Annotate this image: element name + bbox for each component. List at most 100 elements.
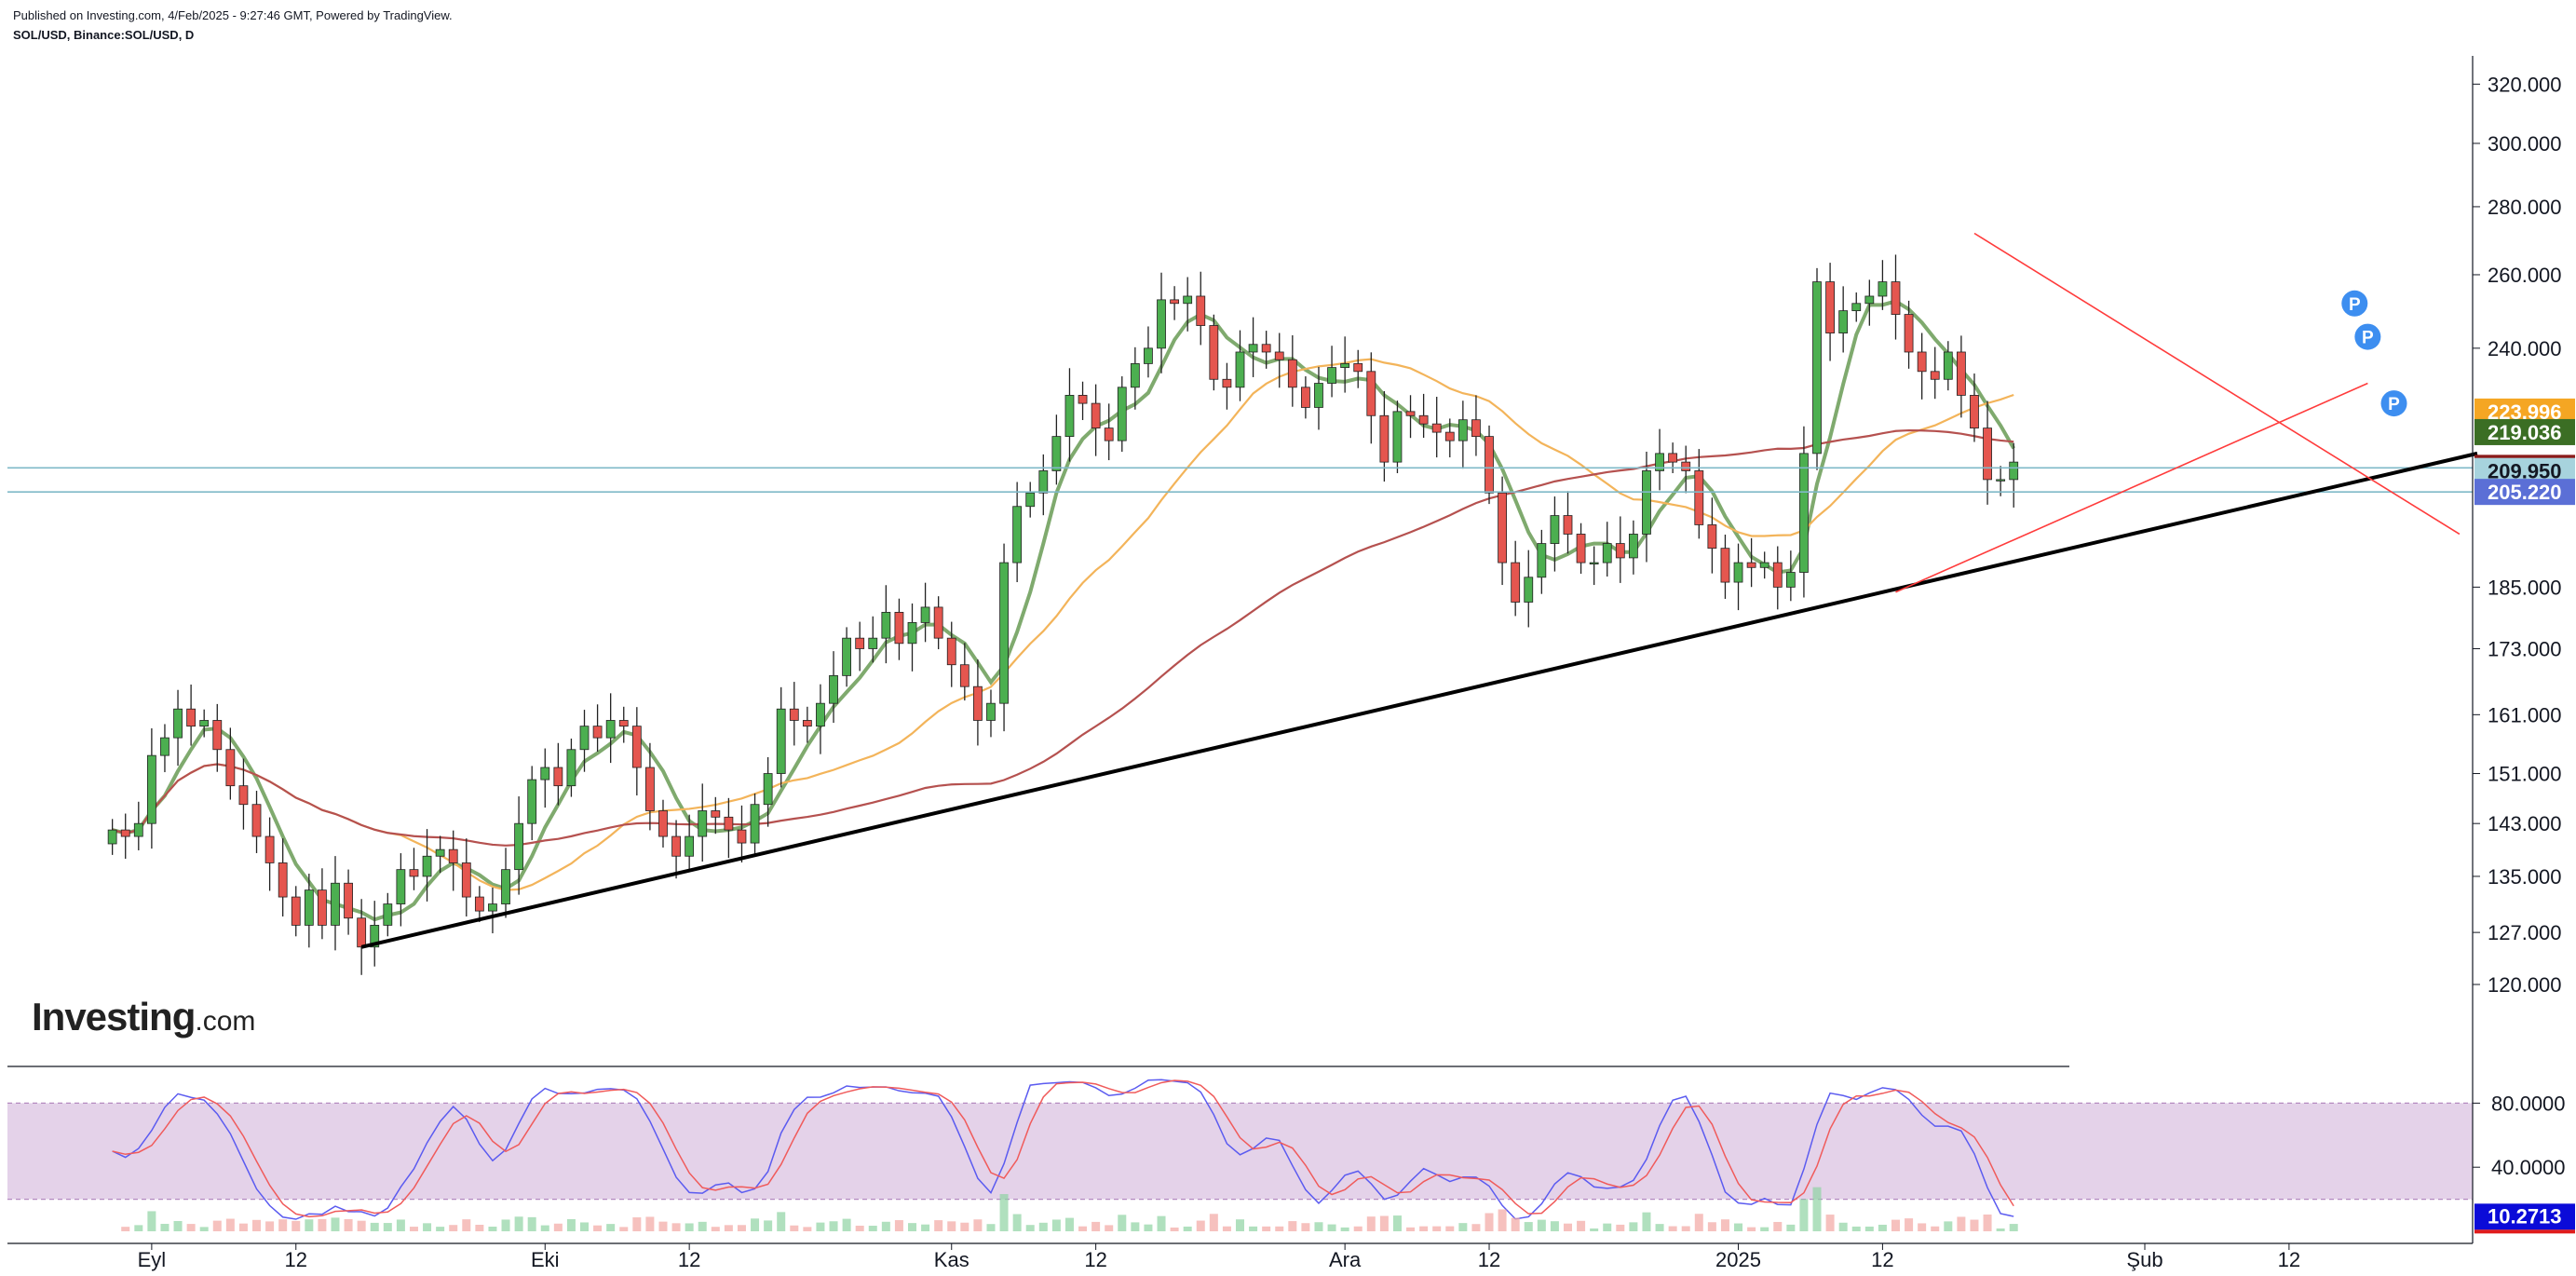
candle-body: [1694, 470, 1704, 525]
candle: [986, 689, 996, 738]
candle-body: [1444, 431, 1455, 441]
candle-body: [357, 917, 367, 948]
candle-body: [514, 822, 524, 871]
candle: [1825, 263, 1835, 361]
candle-body: [881, 611, 891, 639]
volume-bar: [370, 1222, 379, 1231]
volume-bar: [1091, 1221, 1101, 1231]
volume-bar: [1681, 1226, 1690, 1231]
candle-body: [685, 835, 695, 857]
candle: [1524, 550, 1534, 628]
time-tick-label: Şub: [2126, 1248, 2162, 1271]
candle-body: [1812, 281, 1822, 455]
candle: [946, 621, 956, 687]
candle-body: [946, 637, 956, 666]
volume-bar: [1864, 1226, 1874, 1231]
volume-bar: [134, 1225, 143, 1231]
candle: [1681, 445, 1691, 494]
candle-body: [1720, 548, 1730, 583]
volume-bar: [1458, 1223, 1468, 1231]
volume-bar: [1773, 1221, 1783, 1231]
candle-body: [1563, 515, 1573, 535]
volume-bar: [1734, 1223, 1743, 1231]
volume-bar: [1707, 1222, 1716, 1231]
volume-bar: [173, 1220, 183, 1231]
volume-bar: [1851, 1226, 1861, 1231]
price-tick-label: 240.000: [2488, 337, 2562, 360]
p-marker-circle: [2341, 290, 2368, 317]
volume-bar: [1970, 1219, 1979, 1231]
candle-body: [802, 720, 812, 727]
price-tick-label: 120.000: [2488, 973, 2562, 997]
candle: [238, 758, 249, 830]
candle-body: [671, 835, 681, 857]
candle: [1287, 334, 1297, 407]
candle: [750, 793, 760, 854]
candle: [1655, 428, 1664, 491]
candle: [816, 684, 825, 754]
volume-bar: [711, 1227, 720, 1231]
time-tick-label: Eyl: [138, 1248, 167, 1271]
candle-body: [238, 785, 249, 806]
volume-bar: [1511, 1217, 1520, 1231]
candle: [1694, 449, 1704, 539]
candle: [527, 766, 537, 841]
candle: [1235, 330, 1245, 401]
volume-bar: [842, 1218, 851, 1231]
candle: [1589, 546, 1599, 586]
price-tick-label: 151.000: [2488, 763, 2562, 786]
candle: [304, 874, 314, 948]
candle: [278, 838, 288, 916]
volume-bar: [934, 1220, 943, 1231]
candle: [1917, 333, 1927, 400]
volume-bar: [1419, 1226, 1429, 1231]
candle: [802, 706, 812, 743]
candle: [658, 799, 668, 848]
p-marker: P: [2380, 390, 2407, 417]
candle: [671, 820, 681, 879]
candle: [1576, 523, 1586, 575]
candle-body: [1550, 515, 1560, 544]
candle-body: [1537, 543, 1547, 578]
volume-bar: [1366, 1216, 1376, 1231]
candle: [251, 791, 262, 853]
candle: [855, 621, 865, 672]
price-tick-label: 185.000: [2488, 576, 2562, 599]
candle: [1144, 326, 1153, 378]
volume-bar: [160, 1224, 169, 1231]
candle-body: [1956, 351, 1966, 396]
candle-body: [592, 726, 603, 739]
candle: [1274, 333, 1284, 388]
candle: [1785, 550, 1796, 602]
volume-bar: [1931, 1226, 1940, 1231]
volume-bar: [1327, 1224, 1336, 1231]
volume-bar: [685, 1223, 694, 1231]
candle-body: [435, 848, 445, 857]
volume-bar: [764, 1220, 773, 1231]
candle-body: [763, 773, 773, 806]
candle-body: [816, 702, 825, 727]
candle-body: [894, 611, 904, 645]
candle-body: [186, 708, 197, 727]
volume-bar: [1524, 1222, 1533, 1231]
candle-body: [579, 726, 590, 751]
candle-body: [1511, 562, 1521, 603]
candle-body: [1379, 414, 1390, 463]
candle: [514, 796, 524, 895]
candle: [1117, 376, 1127, 453]
volume-bar: [1275, 1226, 1284, 1231]
time-tick-label: 2025: [1715, 1248, 1761, 1271]
candle: [1078, 381, 1088, 420]
candle: [1012, 482, 1023, 583]
candle-body: [1261, 344, 1271, 353]
volume-bar: [1209, 1214, 1218, 1231]
candle: [1025, 482, 1036, 518]
candle-body: [107, 829, 117, 845]
candle-body: [1772, 562, 1783, 588]
volume-bar: [305, 1219, 314, 1231]
candle-body: [1300, 387, 1310, 408]
volume-bar: [357, 1220, 366, 1231]
volume-bar: [1577, 1220, 1586, 1231]
candle-body: [1930, 371, 1940, 380]
